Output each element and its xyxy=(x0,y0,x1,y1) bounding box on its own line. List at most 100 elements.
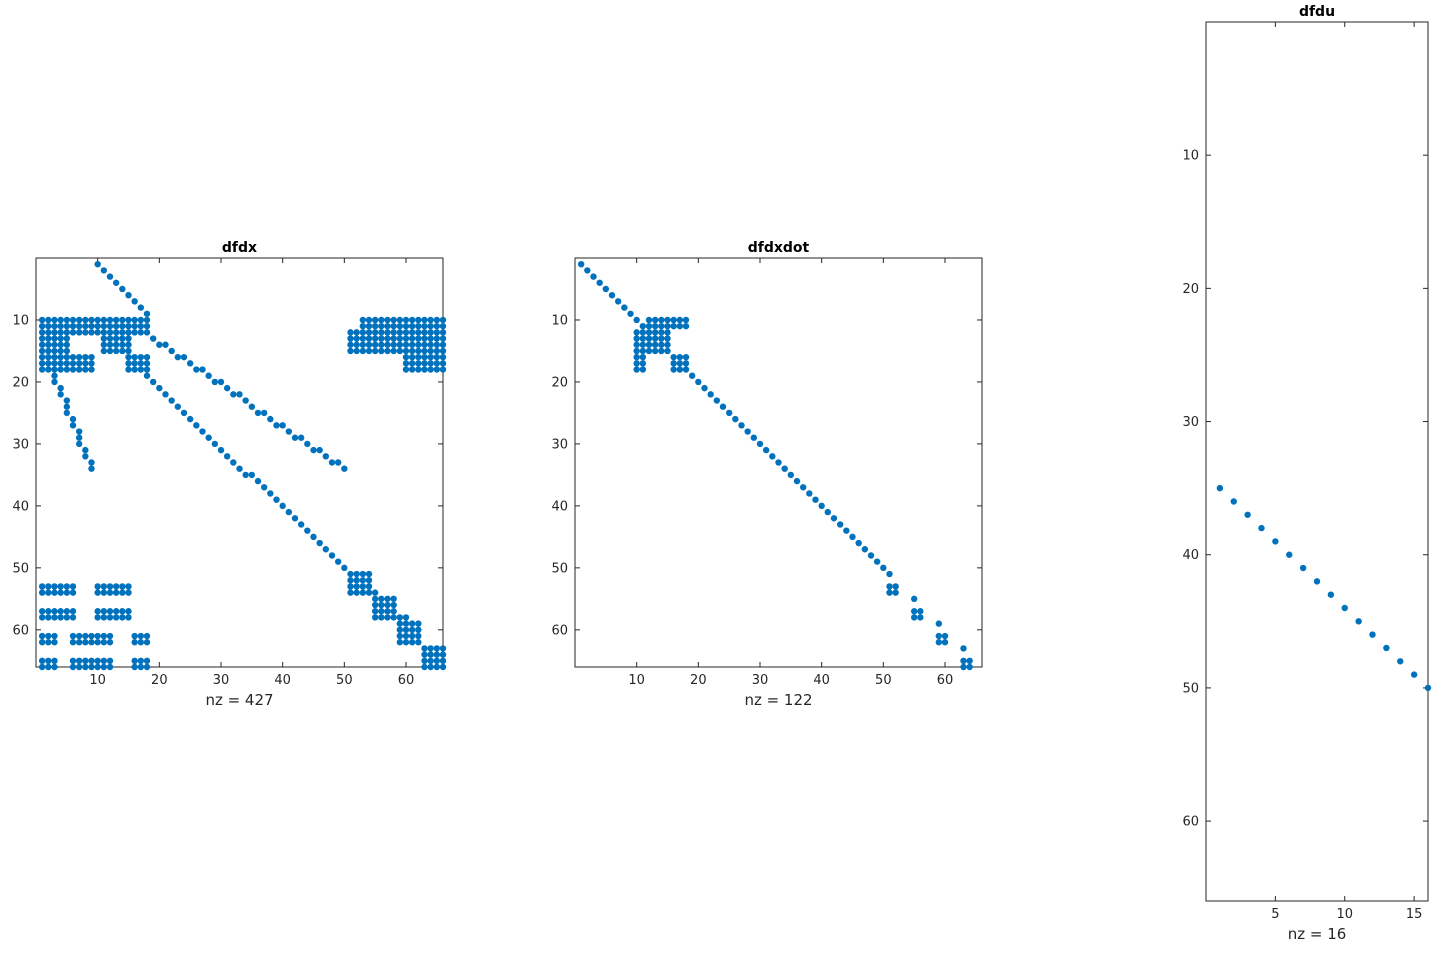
nonzero-marker xyxy=(408,366,416,373)
nonzero-marker xyxy=(75,329,83,336)
nonzero-marker xyxy=(378,347,385,355)
nonzero-marker xyxy=(69,360,77,367)
y-tick-label: 20 xyxy=(12,375,29,390)
nonzero-marker xyxy=(63,583,71,590)
nonzero-marker xyxy=(88,663,95,671)
nonzero-marker xyxy=(131,639,138,646)
nonzero-marker xyxy=(94,260,101,268)
nonzero-marker xyxy=(199,428,206,435)
nonzero-marker xyxy=(125,614,132,621)
nonzero-marker xyxy=(371,601,379,609)
x-axis-label: nz = 427 xyxy=(205,691,273,709)
chart-title: dfdxdot xyxy=(748,240,810,256)
nonzero-marker xyxy=(353,577,360,584)
nonzero-marker xyxy=(100,347,108,355)
nonzero-marker xyxy=(186,360,194,367)
y-tick-label: 50 xyxy=(1182,681,1199,696)
nonzero-marker xyxy=(353,335,360,342)
nonzero-marker xyxy=(51,360,58,367)
nonzero-marker xyxy=(230,391,237,398)
y-tick-label: 20 xyxy=(1182,282,1199,297)
nonzero-marker xyxy=(596,279,603,286)
nonzero-marker xyxy=(51,657,58,665)
nonzero-marker xyxy=(756,440,764,448)
nonzero-marker xyxy=(695,378,702,386)
nonzero-marker xyxy=(88,322,95,330)
nonzero-marker xyxy=(131,663,138,671)
nonzero-marker xyxy=(162,391,169,398)
nonzero-marker xyxy=(371,595,379,603)
nonzero-marker xyxy=(396,639,404,646)
nonzero-marker xyxy=(415,632,422,640)
nonzero-marker xyxy=(886,570,893,578)
nonzero-marker xyxy=(88,366,95,373)
nonzero-marker xyxy=(384,608,391,615)
nonzero-marker xyxy=(658,347,665,355)
nonzero-marker xyxy=(125,366,132,373)
nonzero-marker xyxy=(384,335,391,342)
nonzero-marker xyxy=(676,366,684,373)
nonzero-marker xyxy=(63,397,71,404)
nonzero-marker xyxy=(51,329,58,336)
nonzero-marker xyxy=(38,614,46,621)
nonzero-marker xyxy=(94,589,101,596)
nonzero-marker xyxy=(812,496,819,503)
nonzero-marker xyxy=(254,477,262,485)
nonzero-marker xyxy=(45,353,52,361)
nonzero-marker xyxy=(402,353,410,361)
nonzero-marker xyxy=(106,632,114,640)
nonzero-marker xyxy=(396,329,404,336)
x-tick-label: 50 xyxy=(336,673,353,688)
nonzero-marker xyxy=(365,570,373,578)
nonzero-marker xyxy=(38,589,46,596)
y-tick-label: 10 xyxy=(551,313,568,328)
nonzero-marker xyxy=(1327,591,1335,598)
nonzero-marker xyxy=(384,347,391,355)
nonzero-marker xyxy=(439,657,447,665)
nonzero-marker xyxy=(88,459,95,466)
nonzero-marker xyxy=(94,614,101,621)
nonzero-marker xyxy=(137,639,145,646)
nonzero-marker xyxy=(439,335,447,342)
nonzero-marker xyxy=(396,335,404,342)
nonzero-marker xyxy=(230,459,237,466)
nonzero-marker xyxy=(390,329,397,336)
nonzero-marker xyxy=(186,415,194,423)
nonzero-marker xyxy=(365,577,373,584)
nonzero-marker xyxy=(719,403,727,410)
nonzero-marker xyxy=(45,360,52,367)
nonzero-marker xyxy=(94,608,101,615)
nonzero-marker xyxy=(304,440,311,448)
nonzero-marker xyxy=(433,657,441,665)
nonzero-marker xyxy=(143,310,151,317)
nonzero-marker xyxy=(359,329,367,336)
nonzero-marker xyxy=(341,465,348,472)
nonzero-marker xyxy=(378,335,385,342)
nonzero-marker xyxy=(334,558,342,565)
nonzero-marker xyxy=(577,260,585,268)
nonzero-marker xyxy=(781,465,788,472)
nonzero-marker xyxy=(100,663,108,671)
nonzero-marker xyxy=(88,632,95,640)
nonzero-marker xyxy=(168,347,175,355)
nonzero-marker xyxy=(402,335,410,342)
nonzero-marker xyxy=(100,322,108,330)
nonzero-marker xyxy=(131,298,138,305)
nonzero-marker xyxy=(51,378,58,386)
nonzero-marker xyxy=(75,322,83,330)
nonzero-marker xyxy=(402,341,410,348)
nonzero-marker xyxy=(371,589,379,596)
nonzero-marker xyxy=(433,341,441,348)
nonzero-marker xyxy=(156,384,163,392)
nonzero-marker xyxy=(378,316,385,324)
nonzero-marker xyxy=(63,347,71,355)
nonzero-marker xyxy=(966,657,973,665)
nonzero-marker xyxy=(353,347,360,355)
nonzero-marker xyxy=(427,366,434,373)
nonzero-marker xyxy=(433,322,441,330)
nonzero-marker xyxy=(242,471,249,479)
nonzero-marker xyxy=(347,341,354,348)
nonzero-marker xyxy=(818,502,825,510)
y-tick-label: 40 xyxy=(12,499,29,514)
nonzero-marker xyxy=(427,651,434,658)
